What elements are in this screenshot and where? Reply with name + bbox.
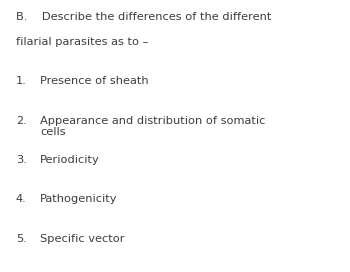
- Text: Presence of sheath: Presence of sheath: [40, 76, 149, 86]
- Text: 4.: 4.: [16, 194, 27, 205]
- Text: filarial parasites as to –: filarial parasites as to –: [16, 37, 148, 47]
- Text: 5.: 5.: [16, 234, 27, 244]
- Text: Specific vector: Specific vector: [40, 234, 125, 244]
- Text: B.    Describe the differences of the different: B. Describe the differences of the diffe…: [16, 12, 271, 22]
- Text: Pathogenicity: Pathogenicity: [40, 194, 118, 205]
- Text: Appearance and distribution of somatic
cells: Appearance and distribution of somatic c…: [40, 116, 266, 137]
- Text: 1.: 1.: [16, 76, 27, 86]
- Text: 2.: 2.: [16, 116, 27, 126]
- Text: 3.: 3.: [16, 155, 27, 165]
- Text: Periodicity: Periodicity: [40, 155, 100, 165]
